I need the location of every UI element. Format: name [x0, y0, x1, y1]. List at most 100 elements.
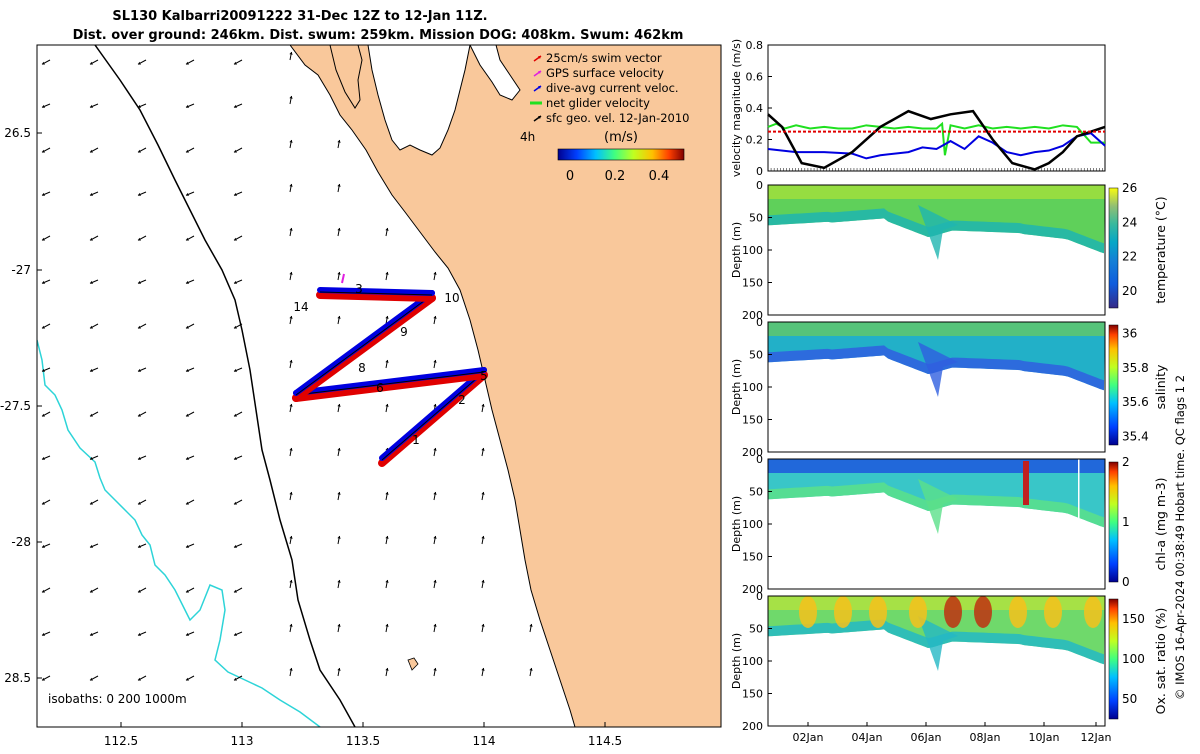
map-xtick-label: 114 [473, 734, 496, 748]
geo-vector-head [337, 272, 341, 275]
section-temperature: 0 50 100 150 200 Depth (m) 20 22 24 26 temperature… [730, 179, 1168, 322]
geo-vector-head [42, 149, 45, 153]
oxygen-blob [799, 596, 817, 628]
section-ytick-label: 150 [742, 414, 763, 427]
geo-vector-head [289, 52, 293, 55]
track-label: 5 [480, 369, 488, 383]
map-y-axis: 26.5 -27 -27.5 -28 28.5 [0, 126, 42, 685]
geo-vector-head [138, 413, 141, 417]
vector-field [41, 51, 533, 681]
vel-series-dive-avg-current-veloc- [767, 132, 1106, 160]
label-4h: 4h [520, 130, 535, 144]
geo-vector-head [186, 104, 189, 108]
geo-vector-head [234, 280, 237, 284]
geo-vector-head [138, 544, 141, 548]
legend-label: GPS surface velocity [546, 66, 664, 80]
section-ytick-label: 50 [749, 486, 763, 499]
geo-vector-head [337, 624, 341, 627]
geo-vector-head [42, 677, 45, 681]
geo-vector-head [42, 192, 45, 196]
geo-vector-head [385, 316, 389, 319]
geo-vector-head [90, 632, 93, 636]
map-panel: 1 25 68 9 10 14 3 112.5 113 113.5 114 114.5 26.5 -2… [0, 44, 722, 748]
colorbar-tick-label: 24 [1122, 215, 1137, 229]
net-track [295, 371, 485, 396]
vel-ytick-label: 0.4 [746, 102, 764, 115]
colorbar-tick-label: 100 [1122, 652, 1145, 666]
colorbar-tick-label: 26 [1122, 181, 1137, 195]
section-ytick-label: 100 [742, 655, 763, 668]
geo-vector-head [289, 448, 293, 451]
section-ytick-label: 0 [756, 179, 763, 192]
geo-vector-head [289, 140, 293, 143]
oxygen-blob [944, 596, 962, 628]
geo-vector-head [234, 192, 237, 196]
geo-vector-head [186, 368, 189, 372]
section-xtick-label: 12Jan [1081, 731, 1112, 744]
section-ytick-label: 50 [749, 212, 763, 225]
geo-vector-head [186, 192, 189, 196]
section-colorbar [1108, 461, 1119, 583]
colorbar-tick-label: 20 [1122, 284, 1137, 298]
geo-vector-head [42, 544, 45, 548]
geo-vector-head [186, 544, 189, 548]
geo-vector-head [90, 237, 93, 241]
oxygen-blob [909, 596, 927, 628]
isobath-200 [94, 45, 356, 727]
oxygen-blob [834, 596, 852, 628]
geo-vector-head [138, 325, 141, 329]
geo-vector-head [337, 316, 341, 319]
legend-swatch-head [538, 86, 541, 89]
legend-label: net glider velocity [546, 96, 650, 110]
geo-vector-head [186, 456, 189, 460]
section-xtick-label: 04Jan [852, 731, 883, 744]
geo-vector-head [42, 501, 45, 505]
section-ytick-label: 150 [742, 277, 763, 290]
geo-vector-head [481, 580, 485, 583]
geo-vector-head [337, 404, 341, 407]
section-ytick-label: 50 [749, 623, 763, 636]
colorbar-tick-label: 0.2 [605, 169, 626, 184]
geo-vector-head [90, 501, 93, 505]
geo-vector-head [234, 61, 237, 65]
section-colorbar [1108, 187, 1119, 309]
oxygen-blob [1044, 596, 1062, 628]
gps-vector [341, 273, 345, 284]
geo-vector-head [289, 184, 293, 187]
section-ytick-label: 150 [742, 688, 763, 701]
geo-vector-head [481, 536, 485, 539]
track-label: 8 [358, 361, 366, 375]
track-label: 6 [376, 381, 384, 395]
map-ytick-label: -28 [11, 535, 31, 549]
geo-vector-head [186, 501, 189, 505]
geo-vector-head [234, 677, 237, 681]
map-ytick-label: -27 [11, 263, 31, 277]
legend-swatch-head [538, 56, 541, 59]
map-xtick-label: 113 [231, 734, 254, 748]
track-label: 3 [355, 282, 363, 296]
colorbar-tick-label: 2 [1122, 455, 1130, 469]
geo-vector-head [186, 61, 189, 65]
dive-track [317, 287, 435, 296]
colorbar-tick-label: 0 [566, 169, 574, 184]
colorbar-tick-label: 1 [1122, 515, 1130, 529]
geo-vector-head [385, 272, 389, 275]
map-ytick-label: 28.5 [4, 671, 31, 685]
geo-vector-head [90, 149, 93, 153]
geo-vector-head [289, 96, 293, 99]
geo-vector-head [337, 140, 341, 143]
geo-vector-head [234, 368, 237, 372]
section-colorbar [1108, 598, 1119, 720]
track-label: 1 [412, 433, 420, 447]
geo-vector-head [234, 544, 237, 548]
geo-vector-head [42, 104, 45, 108]
oxygen-blob [1009, 596, 1027, 628]
section-ylabel: Depth (m) [730, 359, 743, 415]
section-ylabel: Depth (m) [730, 633, 743, 689]
vel-series-sfc-geo-vel- [767, 109, 1106, 171]
section-ytick-label: 100 [742, 244, 763, 257]
map-xtick-label: 113.5 [346, 734, 380, 748]
section-colorbar [1108, 324, 1119, 446]
geo-vector-head [90, 677, 93, 681]
geo-vector-head [138, 368, 141, 372]
